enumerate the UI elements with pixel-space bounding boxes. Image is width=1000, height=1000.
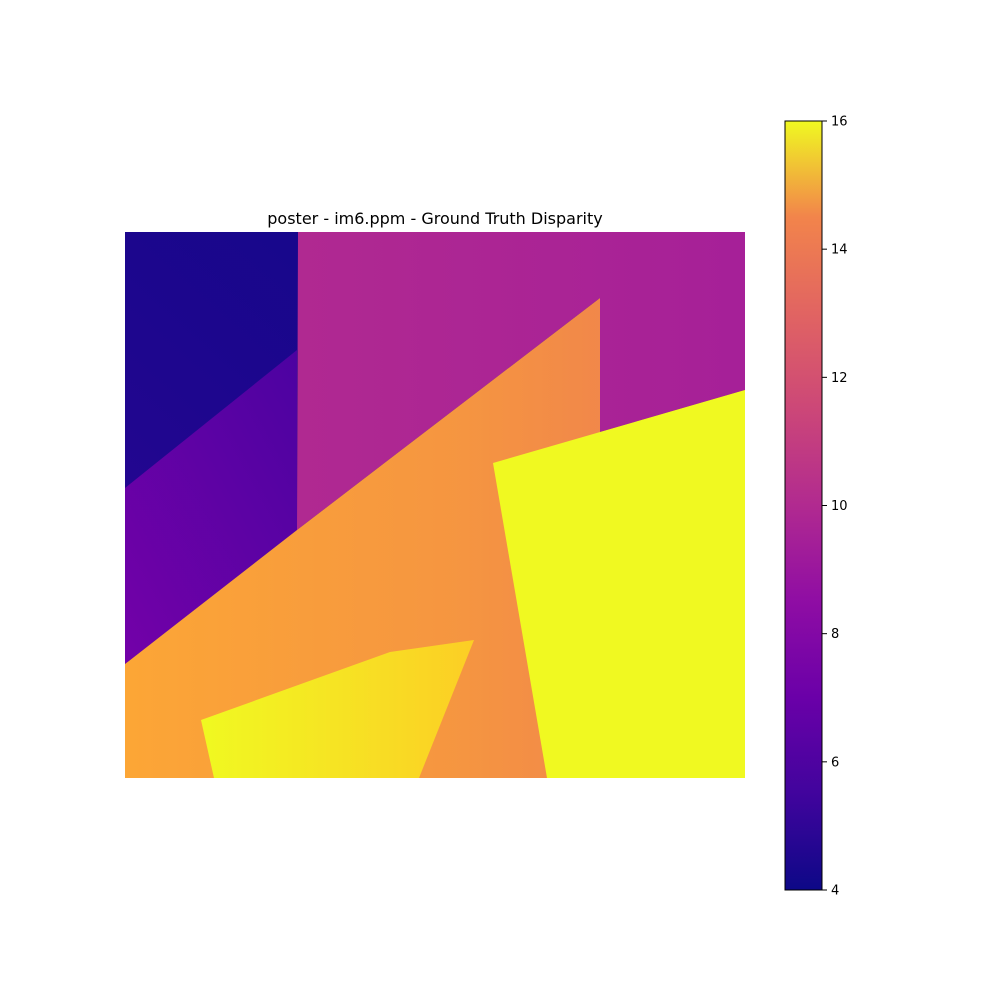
colorbar-tick-label: 6 <box>831 755 839 770</box>
disparity-image <box>125 232 745 778</box>
colorbar-tick-label: 10 <box>831 499 848 514</box>
colorbar-tick-label: 12 <box>831 371 848 386</box>
region-upper-right-background <box>297 232 745 530</box>
colorbar-ticks: 4 6 8 10 12 14 16 <box>822 115 848 899</box>
colorbar-tick-label: 16 <box>831 115 848 130</box>
region-right-yellow-poster <box>493 390 745 778</box>
region-lower-left-diagonal <box>125 350 297 664</box>
colorbar-tick-label: 8 <box>831 627 839 642</box>
colorbar-gradient <box>784 120 823 891</box>
colorbar: 4 6 8 10 12 14 16 <box>784 115 848 899</box>
region-bottom-yellow-poster <box>201 640 474 778</box>
colorbar-tick-label: 4 <box>831 884 839 899</box>
colorbar-tick-label: 14 <box>831 243 848 258</box>
chart-title: poster - im6.ppm - Ground Truth Disparit… <box>267 209 602 228</box>
